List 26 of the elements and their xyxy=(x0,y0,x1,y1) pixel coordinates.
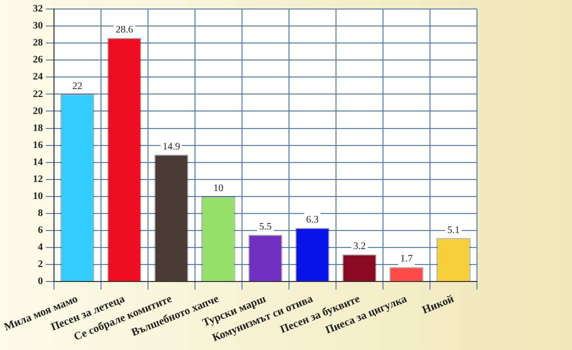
y-tick-label: 30 xyxy=(32,20,43,32)
y-tick-label: 4 xyxy=(38,242,43,254)
y-tick-label: 2 xyxy=(38,259,43,270)
y-tick-label: 6 xyxy=(38,225,43,236)
y-tick-label: 32 xyxy=(32,4,43,15)
data-label: 28.6 xyxy=(116,24,134,36)
data-label: 3.2 xyxy=(353,240,366,252)
data-label: 6.3 xyxy=(306,214,319,226)
data-label: 14.9 xyxy=(162,141,180,152)
data-label: 22 xyxy=(72,80,82,92)
y-tick-label: 12 xyxy=(32,174,43,185)
y-tick-label: 18 xyxy=(32,122,43,134)
y-tick-label: 28 xyxy=(32,38,43,49)
data-label: 5.5 xyxy=(259,221,272,232)
y-tick-label: 14 xyxy=(32,156,43,168)
data-label: 1.7 xyxy=(400,254,413,265)
data-label: 10 xyxy=(213,183,224,194)
y-tick-label: 0 xyxy=(38,276,43,288)
y-tick-label: 22 xyxy=(32,88,43,100)
y-tick-label: 20 xyxy=(32,106,43,117)
data-label: 5.1 xyxy=(447,224,460,236)
y-tick-label: 24 xyxy=(32,72,43,83)
y-tick-label: 10 xyxy=(32,190,43,202)
y-tick-label: 8 xyxy=(38,208,43,220)
y-tick-label: 26 xyxy=(32,54,43,66)
y-tick-label: 16 xyxy=(32,140,43,151)
